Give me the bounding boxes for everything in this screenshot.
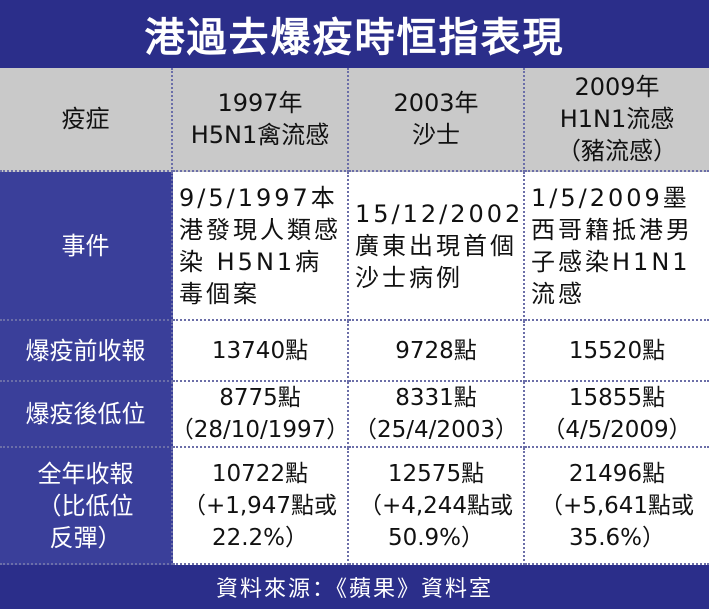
row-header-post-outbreak-low: 爆疫後低位 bbox=[0, 382, 173, 448]
cell-pre-close-1997: 13740點 bbox=[173, 321, 349, 382]
row-header-pre-outbreak-close: 爆疫前收報 bbox=[0, 321, 173, 382]
cell-low-1997: 8775點 （28/10/1997） bbox=[171, 382, 349, 448]
cell-event-2009: 1/5/2009墨西哥籍抵港男子感染H1N1流感 bbox=[525, 172, 709, 321]
data-table: 疫症 1997年 H5N1禽流感 2003年 沙士 2009年 H1N1流感 （… bbox=[0, 68, 709, 565]
cell-low-2003: 8331點 （25/4/2003） bbox=[349, 382, 525, 448]
column-header-2009: 2009年 H1N1流感 （豬流感） bbox=[525, 68, 709, 172]
cell-year-end-2003: 12575點 （+4,244點或 50.9%） bbox=[349, 448, 525, 565]
cell-low-2009: 15855點 （4/5/2009） bbox=[525, 382, 709, 448]
cell-pre-close-2009: 15520點 bbox=[525, 321, 709, 382]
column-header-disease: 疫症 bbox=[0, 68, 173, 172]
column-header-2003: 2003年 沙士 bbox=[349, 68, 525, 172]
cell-event-1997: 9/5/1997本港發現人類感染 H5N1病毒個案 bbox=[173, 172, 349, 321]
row-header-year-end-close: 全年收報 （比低位 反彈） bbox=[0, 448, 173, 565]
cell-year-end-2009: 21496點 （+5,641點或 35.6%） bbox=[525, 448, 709, 565]
page-title: 港過去爆疫時恒指表現 bbox=[0, 0, 709, 68]
cell-pre-close-2003: 9728點 bbox=[349, 321, 525, 382]
cell-event-2003: 15/12/2002廣東出現首個沙士病例 bbox=[349, 172, 525, 321]
cell-year-end-1997: 10722點 （+1,947點或 22.2%） bbox=[173, 448, 349, 565]
column-header-1997: 1997年 H5N1禽流感 bbox=[173, 68, 349, 172]
source-footer: 資料來源：《蘋果》資料室 bbox=[0, 565, 709, 609]
row-header-event: 事件 bbox=[0, 172, 173, 321]
